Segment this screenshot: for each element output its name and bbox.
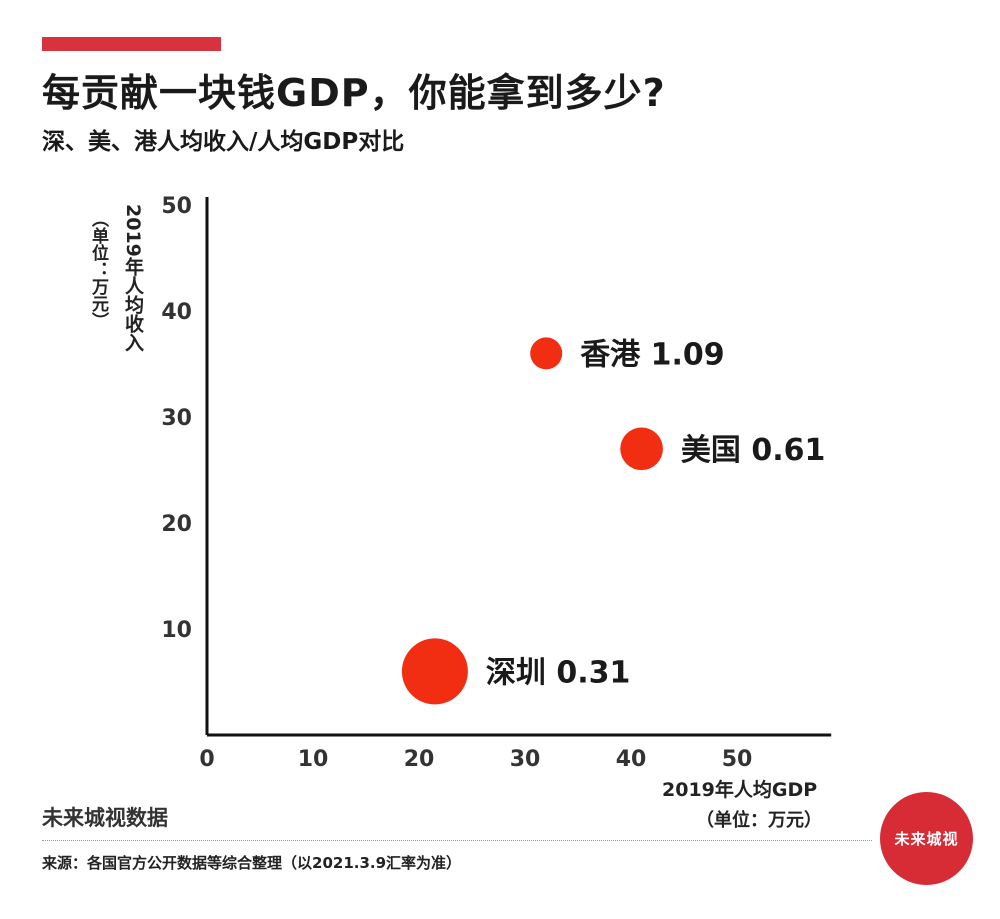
y-tick-label: 40 (161, 300, 192, 325)
x-axis-label: 2019年人均GDP (662, 779, 818, 801)
point-label: 深圳 0.31 (486, 655, 630, 690)
brand-stamp-logo: 未来城视 (880, 792, 973, 885)
point-marker (401, 638, 468, 705)
point-marker (530, 337, 563, 370)
x-tick-label: 30 (510, 747, 541, 772)
brand-text: 未来城视数据 (42, 806, 168, 830)
y-axis-label: 2019年人均收入 (122, 204, 144, 352)
x-tick-label: 50 (722, 747, 753, 772)
x-tick-label: 20 (404, 747, 435, 772)
point-marker (620, 427, 663, 471)
y-tick-label: 50 (161, 194, 192, 219)
page-title: 每贡献一块钱GDP，你能拿到多少? (42, 71, 666, 115)
x-axis-unit: （单位：万元） (696, 810, 822, 831)
x-tick-label: 40 (616, 747, 647, 772)
y-tick-label: 20 (161, 512, 192, 537)
x-tick-label: 10 (298, 747, 329, 772)
y-tick-label: 30 (161, 406, 192, 431)
point-label: 香港 1.09 (580, 337, 724, 372)
y-tick-label: 10 (161, 618, 192, 643)
source-note: 来源：各国官方公开数据等综合整理（以2021.3.9汇率为准） (42, 854, 462, 872)
x-tick-label: 0 (199, 747, 214, 772)
y-axis-unit: （单位：万元） (88, 210, 108, 329)
title-accent-bar (42, 37, 221, 51)
point-label: 美国 0.61 (681, 433, 825, 468)
footer-divider (42, 840, 872, 841)
page-subtitle: 深、美、港人均收入/人均GDP对比 (42, 129, 405, 155)
